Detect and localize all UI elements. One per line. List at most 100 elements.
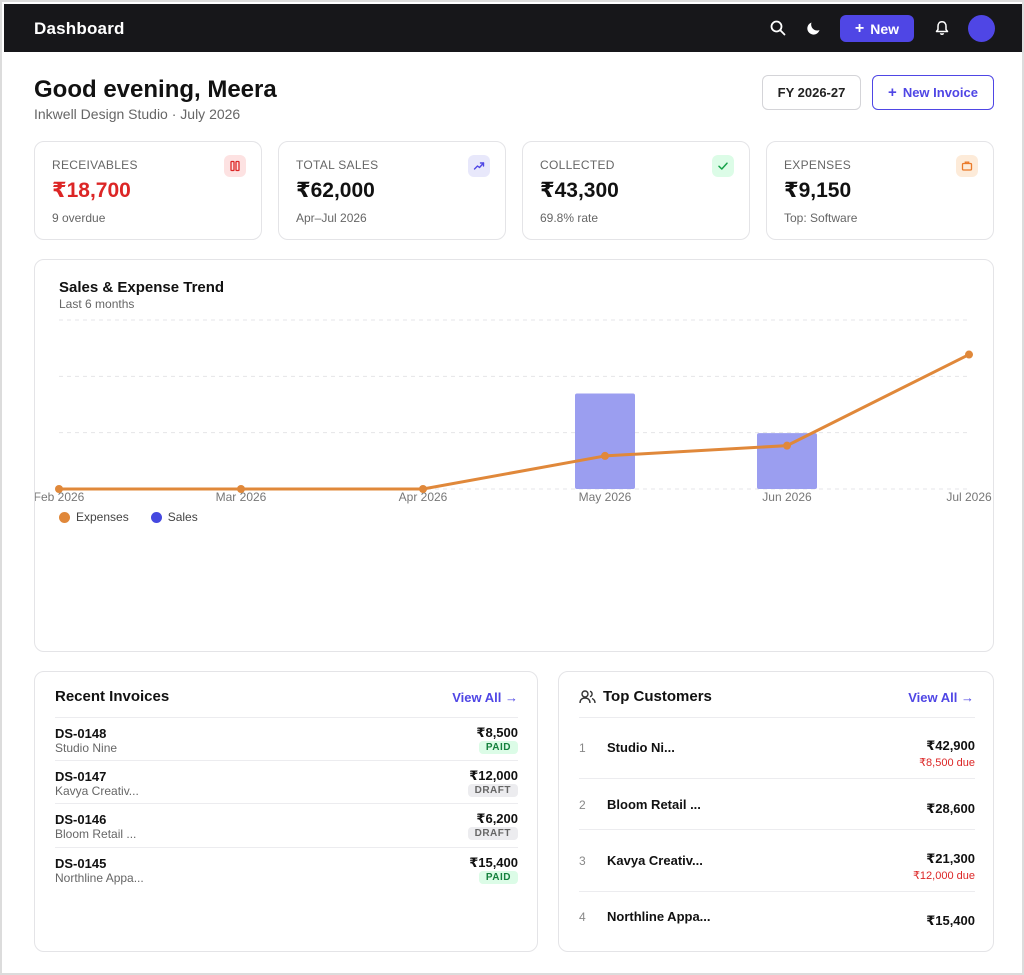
legend-label-expenses: Expenses bbox=[76, 510, 129, 524]
search-icon[interactable] bbox=[768, 18, 788, 38]
top-bar: Dashboard + New bbox=[4, 4, 1022, 52]
check-icon bbox=[712, 155, 734, 177]
x-tick-label: Feb 2026 bbox=[35, 490, 85, 504]
x-tick-label: Jun 2026 bbox=[762, 490, 812, 504]
trend-chart: Feb 2026 Mar 2026 Apr 2026 May 2026 Jun 2026… bbox=[35, 319, 992, 504]
x-tick-label: Mar 2026 bbox=[216, 490, 267, 504]
stat-card-total-sales[interactable]: TOTAL SALES ₹62,000 Apr–Jul 2026 bbox=[278, 141, 506, 240]
stat-label: EXPENSES bbox=[784, 158, 852, 172]
status-badge: PAID bbox=[478, 741, 518, 754]
chart-title: Sales & Expense Trend bbox=[59, 279, 225, 296]
customers-view-all-link[interactable]: View All → bbox=[908, 690, 974, 705]
top-customers-title: Top Customers bbox=[603, 688, 712, 705]
app-title: Dashboard bbox=[34, 19, 125, 38]
recent-invoices-title: Recent Invoices bbox=[55, 688, 170, 705]
briefcase-icon bbox=[956, 155, 978, 177]
customer-row[interactable]: 1 Studio Ni... ₹42,900 ₹8,500 due bbox=[579, 717, 975, 778]
invoice-amount: ₹12,000 bbox=[469, 768, 518, 783]
customer-row[interactable]: 4 Northline Appa... ₹15,400 bbox=[579, 891, 975, 941]
stat-note: Apr–Jul 2026 bbox=[296, 211, 367, 225]
invoices-view-all-link[interactable]: View All → bbox=[452, 690, 518, 705]
expenses-point bbox=[419, 485, 427, 493]
customer-amount: ₹28,600 bbox=[926, 801, 975, 816]
customer-rank: 4 bbox=[579, 910, 586, 924]
legend-item-sales[interactable]: Sales bbox=[150, 510, 198, 524]
invoice-number: DS-0147 bbox=[55, 769, 107, 784]
fiscal-year-button[interactable]: FY 2026-27 bbox=[762, 75, 861, 110]
invoice-row[interactable]: DS-0145 Northline Appa... ₹15,400 PAID bbox=[55, 847, 518, 890]
x-tick-label: Apr 2026 bbox=[399, 490, 448, 504]
expenses-point bbox=[55, 485, 63, 493]
page-subtitle: Inkwell Design Studio · July 2026 bbox=[34, 106, 241, 122]
stat-card-collected[interactable]: COLLECTED ₹43,300 69.8% rate bbox=[522, 141, 750, 240]
stat-value: ₹9,150 bbox=[784, 179, 852, 202]
stat-note: 9 overdue bbox=[52, 211, 106, 225]
plus-icon: + bbox=[888, 84, 897, 101]
stat-label: TOTAL SALES bbox=[296, 158, 379, 172]
avatar[interactable] bbox=[968, 15, 995, 42]
customer-row[interactable]: 3 Kavya Creativ... ₹21,300 ₹12,000 due bbox=[579, 829, 975, 891]
sales-bar bbox=[575, 393, 635, 489]
plus-icon: + bbox=[854, 19, 865, 37]
chart-subtitle: Last 6 months bbox=[59, 297, 135, 311]
users-icon bbox=[579, 689, 596, 710]
expenses-line bbox=[57, 353, 971, 491]
customer-amount: ₹42,900 bbox=[926, 738, 975, 753]
customer-name: Northline Appa... bbox=[607, 909, 711, 924]
expenses-point bbox=[237, 485, 245, 493]
bell-icon[interactable] bbox=[932, 18, 952, 38]
new-invoice-button[interactable]: + New Invoice bbox=[872, 75, 994, 110]
new-button[interactable]: + New bbox=[840, 15, 914, 42]
expenses-point bbox=[601, 451, 609, 460]
invoice-number: DS-0146 bbox=[55, 812, 107, 827]
stat-label: COLLECTED bbox=[540, 158, 615, 172]
customer-rank: 2 bbox=[579, 798, 586, 812]
customer-name: Kavya Creativ... bbox=[607, 853, 703, 868]
customer-name: Studio Ni... bbox=[607, 740, 675, 755]
legend-item-expenses[interactable]: Expenses bbox=[59, 510, 129, 524]
recent-invoices-card: Recent Invoices View All → DS-0148 Studi… bbox=[34, 671, 538, 952]
customer-due: ₹8,500 due bbox=[919, 757, 975, 769]
invoice-amount: ₹15,400 bbox=[469, 855, 518, 870]
status-badge: DRAFT bbox=[467, 827, 518, 840]
invoice-row[interactable]: DS-0147 Kavya Creativ... ₹12,000 DRAFT bbox=[55, 760, 518, 803]
stat-label: RECEIVABLES bbox=[52, 158, 138, 172]
invoice-customer: Kavya Creativ... bbox=[55, 784, 139, 798]
legend-swatch-expenses bbox=[59, 511, 70, 523]
invoice-number: DS-0148 bbox=[55, 726, 107, 741]
pause-icon bbox=[224, 155, 246, 177]
customer-rank: 1 bbox=[579, 741, 586, 755]
invoice-row[interactable]: DS-0146 Bloom Retail ... ₹6,200 DRAFT bbox=[55, 803, 518, 846]
customer-row[interactable]: 2 Bloom Retail ... ₹28,600 bbox=[579, 778, 975, 829]
customer-name: Bloom Retail ... bbox=[607, 797, 701, 812]
stat-value: ₹62,000 bbox=[296, 179, 375, 202]
trend-chart-card: Sales & Expense Trend Last 6 months Feb … bbox=[34, 259, 994, 652]
top-customers-card: Top Customers View All → 1 Studio Ni... … bbox=[558, 671, 994, 952]
stat-card-receivables[interactable]: RECEIVABLES ₹18,700 9 overdue bbox=[34, 141, 262, 240]
customer-rank: 3 bbox=[579, 854, 586, 868]
stat-note: Top: Software bbox=[784, 211, 858, 225]
sales-bar bbox=[757, 433, 817, 489]
customer-amount: ₹15,400 bbox=[926, 913, 975, 928]
invoice-row[interactable]: DS-0148 Studio Nine ₹8,500 PAID bbox=[55, 717, 518, 760]
invoice-customer: Studio Nine bbox=[55, 741, 118, 755]
stat-value: ₹18,700 bbox=[52, 179, 131, 202]
new-invoice-label: New Invoice bbox=[902, 85, 978, 100]
status-badge: DRAFT bbox=[467, 784, 518, 797]
invoice-number: DS-0145 bbox=[55, 856, 107, 871]
moon-icon[interactable] bbox=[804, 18, 824, 38]
legend-swatch-sales bbox=[150, 511, 162, 523]
customer-due: ₹12,000 due bbox=[912, 870, 975, 882]
invoice-customer: Northline Appa... bbox=[55, 871, 144, 885]
invoice-amount: ₹6,200 bbox=[476, 811, 518, 826]
status-badge: PAID bbox=[478, 871, 518, 884]
trend-up-icon bbox=[468, 155, 490, 177]
x-tick-label: May 2026 bbox=[579, 490, 632, 504]
legend-label-sales: Sales bbox=[167, 510, 198, 524]
customer-amount: ₹21,300 bbox=[926, 851, 975, 866]
chart-legend: Expenses Sales bbox=[59, 510, 198, 524]
stat-note: 69.8% rate bbox=[540, 211, 599, 225]
stat-value: ₹43,300 bbox=[540, 179, 619, 202]
stat-card-expenses[interactable]: EXPENSES ₹9,150 Top: Software bbox=[766, 141, 994, 240]
